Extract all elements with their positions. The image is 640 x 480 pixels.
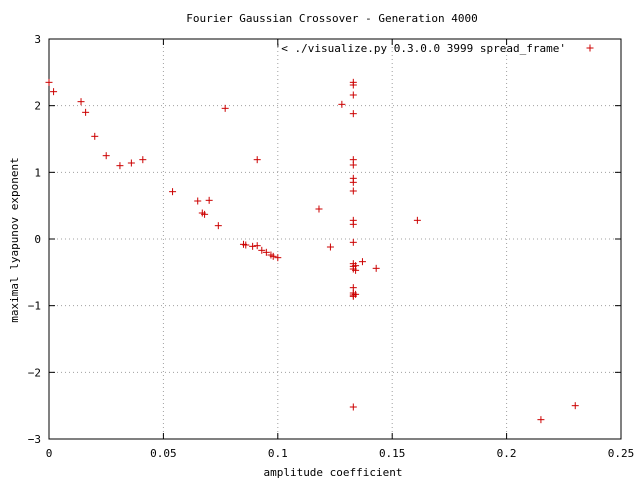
y-tick-label: 3 <box>34 33 41 46</box>
x-tick-label: 0.1 <box>268 447 288 460</box>
y-tick-label: −2 <box>28 366 41 379</box>
data-points <box>45 78 579 424</box>
data-point <box>349 81 357 89</box>
legend: '< ./visualize.py 0.3.0.0 3999 spread_fr… <box>275 42 594 55</box>
y-tick-label: 1 <box>34 166 41 179</box>
data-point <box>169 188 177 196</box>
plot-frame <box>48 38 622 440</box>
tick-labels: 0 0.05 0.1 0.15 0.2 0.25 −3 −2 −1 0 1 2 3 <box>28 33 635 460</box>
data-point <box>45 78 53 86</box>
data-point <box>262 248 270 256</box>
data-point <box>326 243 334 251</box>
y-tick-label: −1 <box>28 300 41 313</box>
data-point <box>349 238 357 246</box>
data-point <box>372 264 380 272</box>
data-point <box>253 242 261 250</box>
data-point <box>205 196 213 204</box>
data-point <box>338 100 346 108</box>
data-point <box>571 402 579 410</box>
data-point <box>349 178 357 186</box>
legend-marker-symbol <box>586 44 594 52</box>
data-point <box>242 241 250 249</box>
data-point <box>258 246 266 254</box>
x-tick-label: 0.05 <box>150 447 177 460</box>
legend-marker <box>586 44 594 52</box>
data-point <box>352 290 360 298</box>
y-tick-label: 2 <box>34 100 41 113</box>
data-point <box>82 108 90 116</box>
data-point <box>413 216 421 224</box>
data-point <box>249 242 257 250</box>
data-point <box>537 416 545 424</box>
data-point <box>349 220 357 228</box>
data-point <box>349 187 357 195</box>
data-point <box>315 205 323 213</box>
data-point <box>349 91 357 99</box>
data-point <box>127 159 135 167</box>
data-point <box>50 88 58 96</box>
data-point <box>214 222 222 230</box>
data-point <box>91 132 99 140</box>
data-point <box>269 252 277 260</box>
x-tick-label: 0 <box>46 447 53 460</box>
data-point <box>349 161 357 169</box>
data-point <box>77 98 85 106</box>
y-axis-label: maximal lyapunov exponent <box>8 157 21 323</box>
data-point <box>358 258 366 266</box>
data-point <box>352 266 360 274</box>
data-point <box>349 403 357 411</box>
y-tick-label: 0 <box>34 233 41 246</box>
data-point <box>201 210 209 218</box>
data-point <box>139 156 147 164</box>
data-point <box>194 197 202 205</box>
x-tick-label: 0.15 <box>379 447 406 460</box>
chart-title: Fourier Gaussian Crossover - Generation … <box>186 12 477 25</box>
legend-entry-label: '< ./visualize.py 0.3.0.0 3999 spread_fr… <box>275 42 566 55</box>
data-point <box>274 254 282 262</box>
axis-ticks <box>48 38 622 440</box>
data-point <box>102 152 110 160</box>
grid <box>49 39 621 439</box>
data-point <box>349 110 357 118</box>
data-point <box>221 104 229 112</box>
x-tick-label: 0.2 <box>497 447 517 460</box>
data-point <box>116 162 124 170</box>
y-tick-label: −3 <box>28 433 41 446</box>
x-tick-label: 0.25 <box>608 447 635 460</box>
data-point <box>253 156 261 164</box>
x-axis-label: amplitude coefficient <box>263 466 402 479</box>
